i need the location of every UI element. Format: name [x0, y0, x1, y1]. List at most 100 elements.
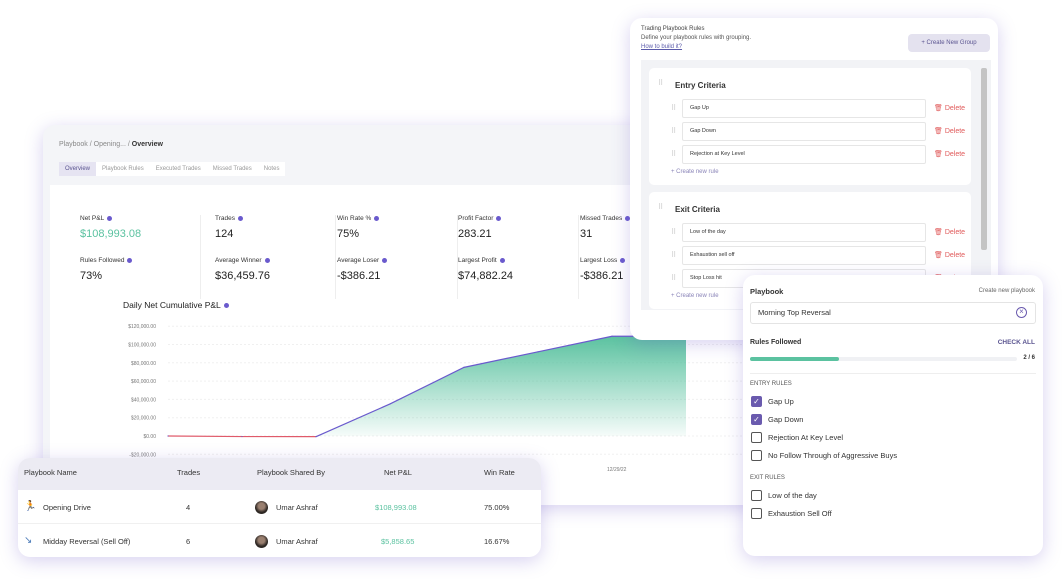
rule-checkbox[interactable] — [751, 508, 762, 519]
rule-checkbox-label[interactable]: Gap Down — [768, 415, 804, 424]
rule-checkbox[interactable] — [751, 490, 762, 501]
stat-label: Rules Followed — [80, 257, 200, 264]
breadcrumb-opening[interactable]: Opening... — [93, 141, 126, 148]
rule-checkbox[interactable]: ✓ — [751, 396, 762, 407]
rule-checkbox[interactable]: ✓ — [751, 414, 762, 425]
col-playbook-name[interactable]: Playbook Name — [24, 468, 77, 477]
col-net-pnl[interactable]: Net P&L — [384, 468, 412, 477]
rule-group: ⠿ Entry Criteria ⠿ Gap Up 🗑 Delete ⠿ Gap Down 🗑… — [649, 68, 971, 185]
rule-checkbox[interactable] — [751, 432, 762, 443]
stat-value: -$386.21 — [337, 270, 381, 282]
stat-label: Average Winner — [215, 257, 335, 264]
trash-icon: 🗑 — [934, 229, 943, 236]
rule-input[interactable]: Exhaustion sell off — [682, 246, 926, 265]
win-rate: 16.67% — [484, 537, 510, 546]
y-tick-label: $40,000.00 — [131, 397, 156, 403]
drag-handle-icon[interactable]: ⠿ — [671, 229, 676, 236]
divider — [750, 373, 1036, 374]
drag-handle-icon[interactable]: ⠿ — [671, 128, 676, 135]
rule-input[interactable]: Rejection at Key Level — [682, 145, 926, 164]
stat-trades: Trades 124 — [215, 215, 336, 257]
stat-label: Trades — [215, 215, 335, 222]
stat-value: $74,882.24 — [458, 270, 514, 282]
tab-notes[interactable]: Notes — [263, 166, 280, 172]
rule-checkbox[interactable] — [751, 450, 762, 461]
rule-input[interactable]: Gap Down — [682, 122, 926, 141]
drag-handle-icon[interactable]: ⠿ — [671, 105, 676, 112]
create-new-rule-button[interactable]: + Create new rule — [671, 169, 719, 175]
breadcrumb-playbook[interactable]: Playbook — [59, 141, 88, 148]
stat-value: 73% — [80, 270, 103, 282]
exit-rules-heading: EXIT RULES — [750, 475, 785, 481]
info-icon — [382, 257, 388, 263]
net-pnl: $108,993.08 — [375, 503, 417, 512]
tab-overview[interactable]: Overview — [59, 162, 97, 176]
tab-missed-trades[interactable]: Missed Trades — [212, 166, 252, 172]
net-pnl: $5,858.65 — [381, 537, 415, 546]
rule-input[interactable]: Low of the day — [682, 223, 926, 242]
delete-rule-button[interactable]: 🗑 Delete — [934, 151, 966, 158]
breadcrumb: Playbook / Opening... / Overview — [59, 141, 163, 148]
stat-value: $108,993.08 — [80, 228, 142, 240]
playbooks-table: Playbook Name Trades Playbook Shared By … — [18, 458, 541, 557]
check-all-button[interactable]: CHECK ALL — [997, 339, 1035, 346]
drag-handle-icon[interactable]: ⠿ — [671, 252, 676, 259]
playbook-label: Playbook — [750, 287, 784, 296]
drag-handle-icon[interactable]: ⠿ — [671, 151, 676, 158]
col-win-rate[interactable]: Win Rate — [484, 468, 515, 477]
rules-groups-area: ⠿ Entry Criteria ⠿ Gap Up 🗑 Delete ⠿ Gap Down 🗑… — [641, 60, 991, 310]
clear-icon[interactable]: × — [1016, 307, 1027, 318]
pnl-area — [316, 336, 686, 437]
info-icon — [127, 257, 133, 263]
create-new-group-button[interactable]: + Create New Group — [908, 34, 990, 52]
create-new-rule-button[interactable]: + Create new rule — [671, 293, 719, 299]
create-new-playbook-link[interactable]: Create new playbook — [978, 288, 1035, 294]
chart-down-icon: ↘ — [24, 535, 33, 546]
info-icon — [238, 215, 243, 221]
avatar — [255, 501, 268, 514]
scrollbar[interactable] — [981, 68, 987, 250]
delete-rule-button[interactable]: 🗑 Delete — [934, 128, 966, 135]
trash-icon: 🗑 — [934, 128, 943, 135]
playbook-name[interactable]: Midday Reversal (Sell Off) — [43, 537, 131, 546]
info-icon — [223, 303, 229, 309]
rule-checkbox-label[interactable]: No Follow Through of Aggressive Buys — [768, 451, 898, 460]
drag-handle-icon[interactable]: ⠿ — [658, 204, 663, 211]
rule-checkbox-label[interactable]: Low of the day — [768, 491, 817, 500]
rule-checkbox-label[interactable]: Gap Up — [768, 397, 794, 406]
delete-rule-button[interactable]: 🗑 Delete — [934, 229, 966, 236]
drag-handle-icon[interactable]: ⠿ — [671, 275, 676, 282]
rule-input[interactable]: Gap Up — [682, 99, 926, 118]
col-trades[interactable]: Trades — [177, 468, 201, 477]
delete-rule-button[interactable]: 🗑 Delete — [934, 252, 966, 259]
chart-title: Daily Net Cumulative P&L — [123, 300, 229, 310]
avatar — [255, 535, 268, 548]
stat-label: Largest Profit — [458, 257, 578, 264]
tab-executed-trades[interactable]: Executed Trades — [155, 166, 201, 172]
rules-title: Trading Playbook Rules — [641, 26, 705, 32]
how-to-build-link[interactable]: How to build it? — [641, 44, 683, 50]
stat-label: Net P&L — [80, 215, 200, 222]
rules-subtitle: Define your playbook rules with grouping… — [641, 35, 752, 41]
drag-handle-icon[interactable]: ⠿ — [658, 80, 663, 87]
col-shared-by[interactable]: Playbook Shared By — [257, 468, 325, 477]
info-icon — [496, 215, 502, 221]
rule-checkbox-label[interactable]: Exhaustion Sell Off — [768, 509, 832, 518]
trash-icon: 🗑 — [934, 151, 943, 158]
shared-by: Umar Ashraf — [276, 503, 318, 512]
playbook-select[interactable]: Morning Top Reversal × — [750, 302, 1036, 324]
win-rate: 75.00% — [484, 503, 510, 512]
playbook-name[interactable]: Opening Drive — [43, 503, 91, 512]
tab-playbook-rules[interactable]: Playbook Rules — [102, 166, 144, 172]
pnl-line — [315, 335, 686, 438]
stat-rules-followed: Rules Followed 73% — [80, 257, 201, 299]
stat-average-winner: Average Winner $36,459.76 — [215, 257, 336, 299]
info-icon — [264, 257, 270, 263]
progress-count: 2 / 6 — [1023, 355, 1035, 361]
table-row[interactable] — [18, 491, 541, 524]
data-point — [389, 403, 391, 405]
info-icon — [620, 257, 626, 263]
y-tick-label: $80,000.00 — [131, 361, 156, 367]
rule-checkbox-label[interactable]: Rejection At Key Level — [768, 433, 844, 442]
delete-rule-button[interactable]: 🗑 Delete — [934, 105, 966, 112]
